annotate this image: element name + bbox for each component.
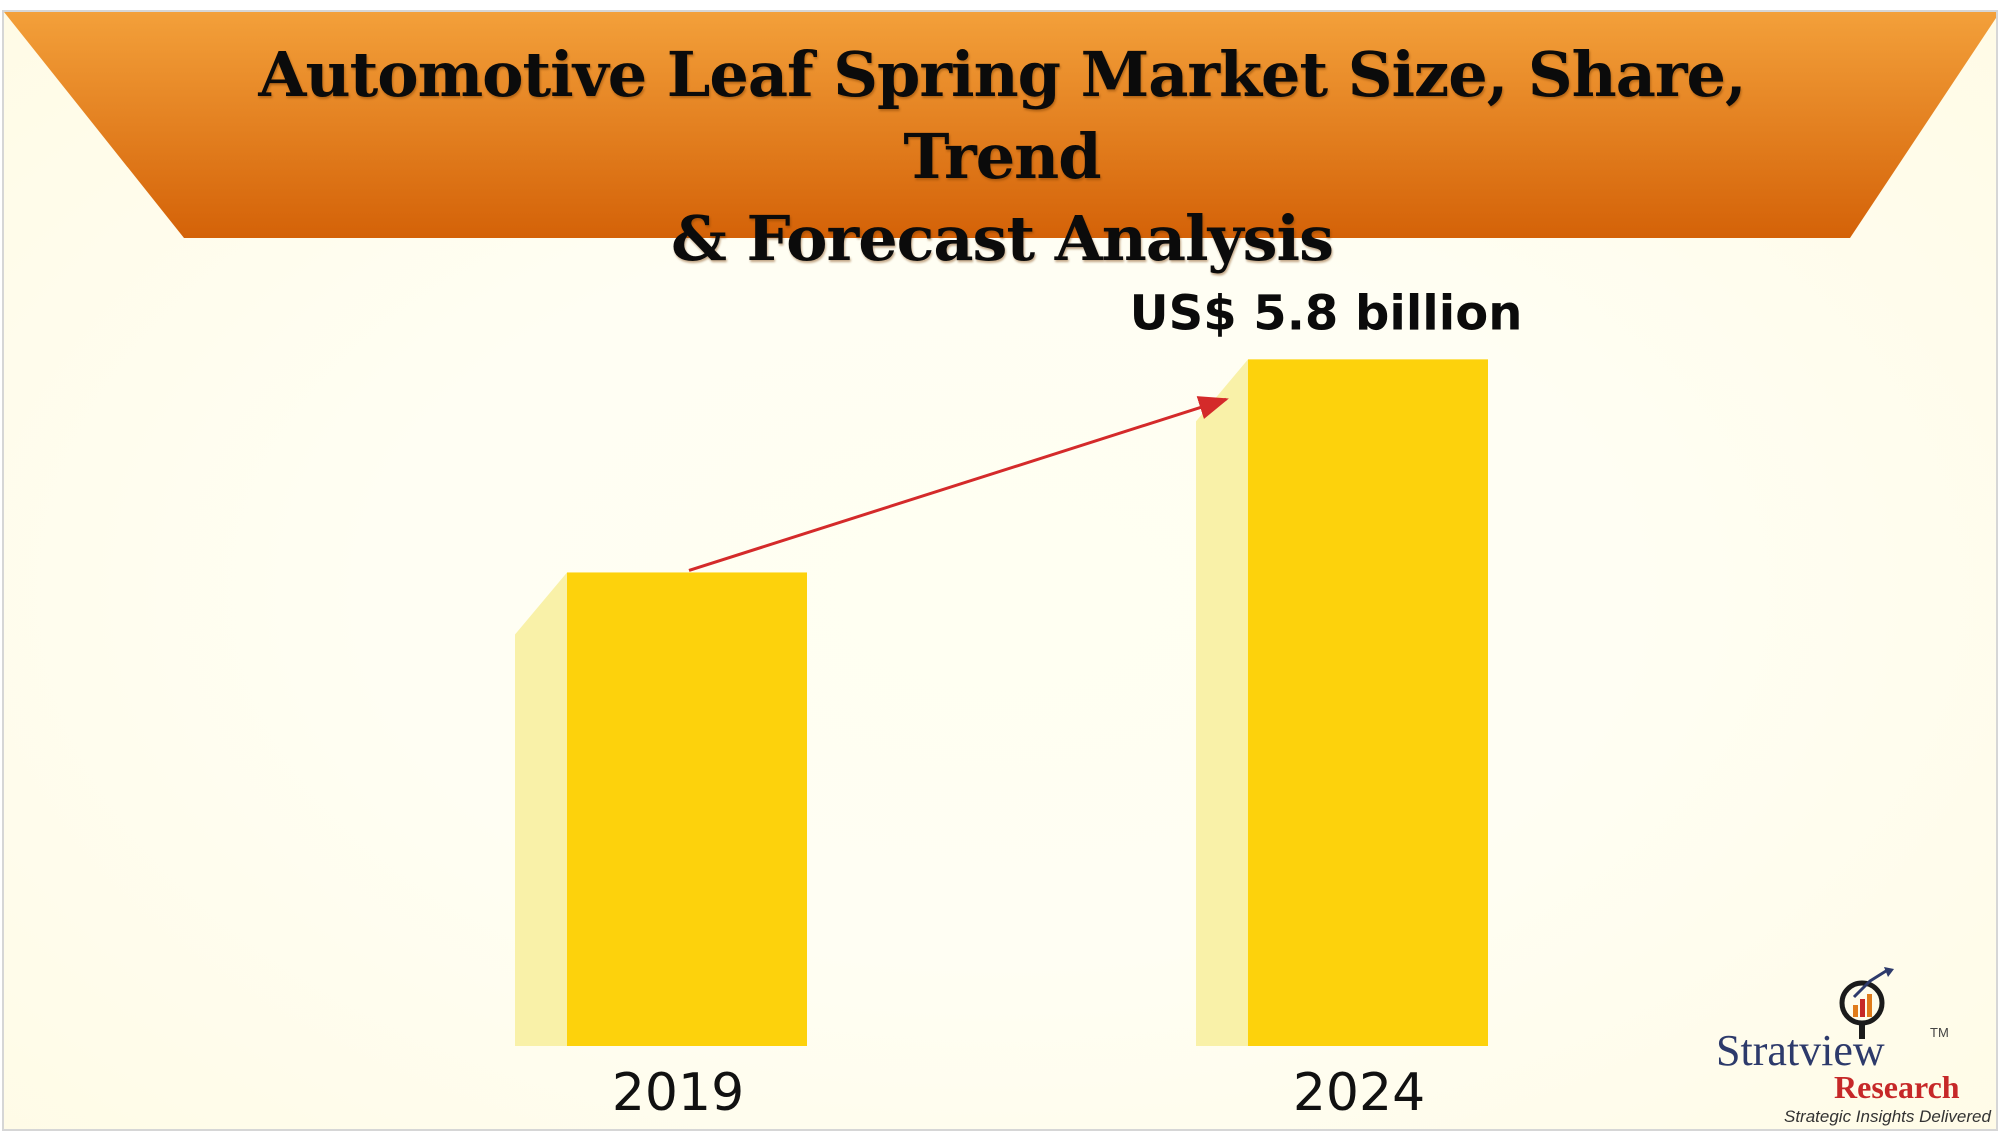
banner-shape — [4, 12, 1996, 238]
x-tick-label: 2019 — [612, 1063, 744, 1123]
growth-arrow — [688, 396, 1229, 572]
bars-layer — [515, 359, 1488, 1046]
title-line-1: Automotive Leaf Spring Market Size, Shar… — [258, 38, 1746, 193]
bar-side-2019 — [515, 572, 567, 1046]
x-tick-label: 2024 — [1293, 1063, 1425, 1123]
bar-2019 — [567, 572, 807, 1046]
magnifier-bar-chart-icon — [1839, 967, 1894, 1039]
brand-name: Stratview — [1716, 1026, 1885, 1075]
bar-side-2024 — [1196, 359, 1248, 1046]
title-banner — [4, 12, 1996, 238]
stratview-logo: Stratview TM Research Strategic Insights… — [1704, 967, 1994, 1127]
brand-tagline: Strategic Insights Delivered — [1784, 1107, 1991, 1126]
bar-2024 — [1248, 359, 1488, 1046]
bar-chart: 2019 2024 US$ 5.8 billion — [515, 285, 1523, 1123]
title-line-2: & Forecast Analysis — [670, 202, 1334, 275]
chart-canvas: Automotive Leaf Spring Market Size, Shar… — [2, 10, 1998, 1131]
brand-trademark: TM — [1930, 1025, 1949, 1040]
page-title: Automotive Leaf Spring Market Size, Shar… — [154, 34, 1850, 280]
data-label-2024: US$ 5.8 billion — [1130, 285, 1523, 341]
labels-layer: 2019 2024 US$ 5.8 billion — [612, 285, 1523, 1123]
brand-subtitle: Research — [1834, 1069, 1960, 1105]
